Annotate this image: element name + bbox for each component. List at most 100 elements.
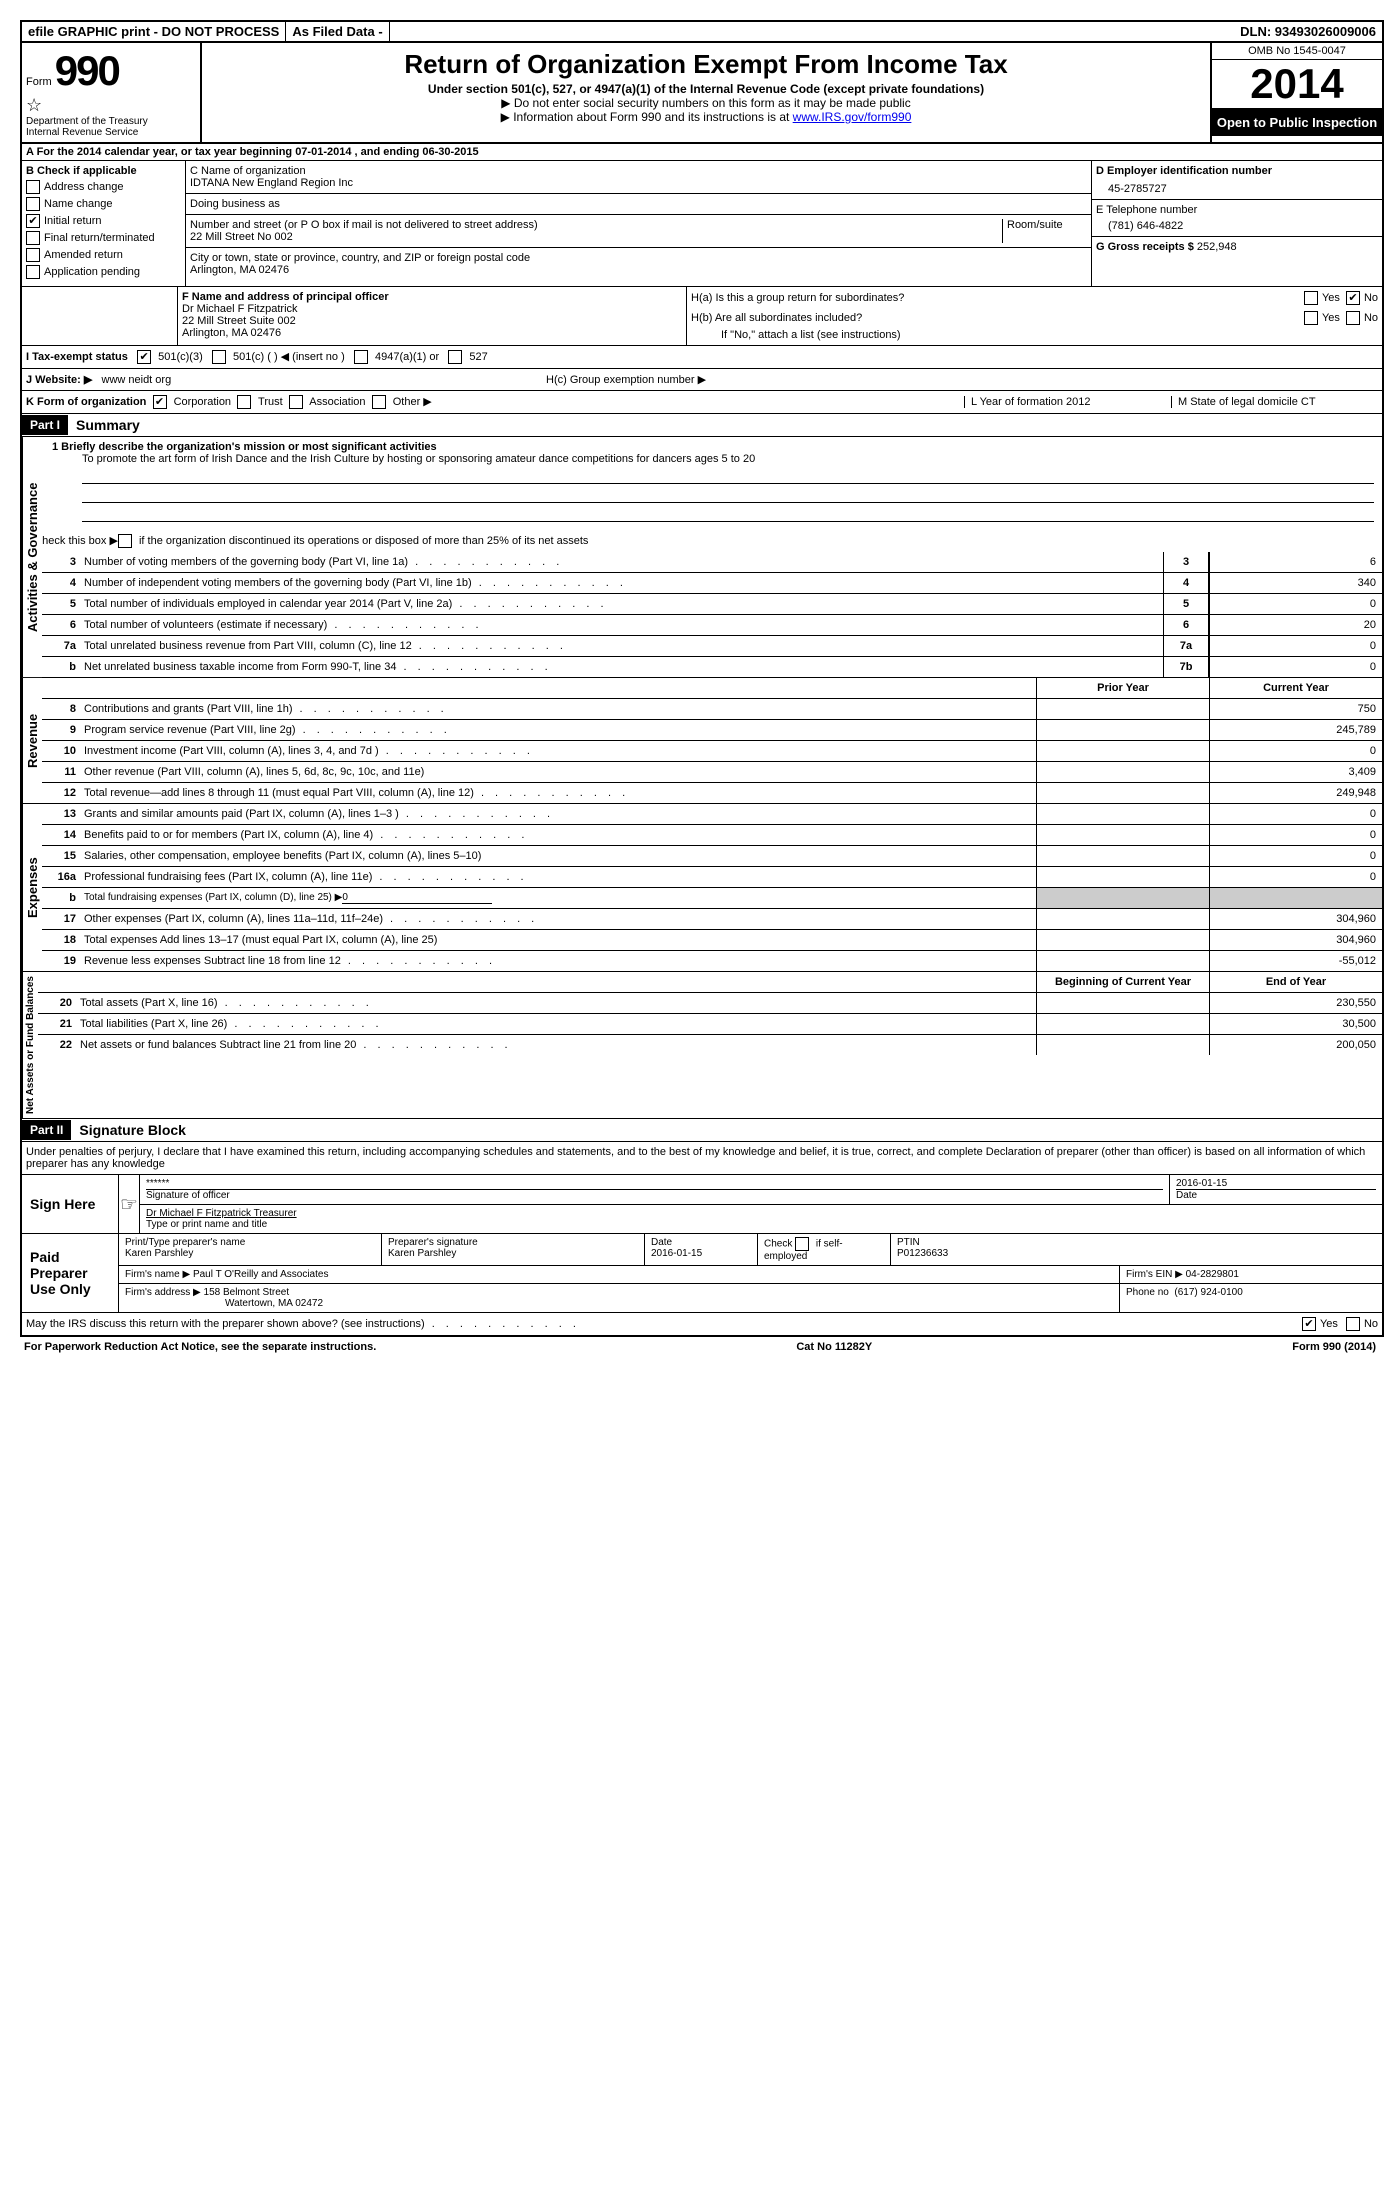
tax-exempt-status-row: I Tax-exempt status ✔ 501(c)(3) 501(c) (…: [22, 346, 1382, 369]
paid-preparer-block: Paid Preparer Use Only Print/Type prepar…: [22, 1234, 1382, 1313]
principal-officer-box: F Name and address of principal officer …: [177, 287, 687, 345]
other-checkbox[interactable]: [372, 395, 386, 409]
hb-note: If "No," attach a list (see instructions…: [691, 329, 1378, 341]
col-b-label: B Check if applicable: [26, 165, 181, 177]
phone-value: (781) 646-4822: [1096, 216, 1378, 232]
checkbox-final-return[interactable]: [26, 231, 40, 245]
firm-phone: (617) 924-0100: [1174, 1287, 1242, 1298]
hb-no-checkbox[interactable]: [1346, 311, 1360, 325]
part-1-badge: Part I: [22, 415, 68, 435]
officer-signature: ******: [146, 1178, 1163, 1189]
line-8-text: Contributions and grants (Part VIII, lin…: [80, 701, 1036, 717]
phone-label: E Telephone number: [1096, 204, 1378, 216]
line-13-value: 0: [1209, 804, 1382, 824]
form-number: 990: [55, 47, 119, 94]
line-7a-value: 0: [1209, 636, 1382, 656]
prep-name: Karen Parshley: [125, 1248, 375, 1259]
line-7a-text: Total unrelated business revenue from Pa…: [80, 638, 1163, 654]
room-suite-label: Room/suite: [1003, 219, 1087, 243]
firm-name: Paul T O'Reilly and Associates: [193, 1269, 329, 1280]
officer-city: Arlington, MA 02476: [182, 327, 682, 339]
discuss-text: May the IRS discuss this return with the…: [26, 1318, 1302, 1330]
assoc-checkbox[interactable]: [289, 395, 303, 409]
line-21-text: Total liabilities (Part X, line 26): [76, 1016, 1036, 1032]
checkbox-amended[interactable]: [26, 248, 40, 262]
gross-receipts-label: G Gross receipts $: [1096, 241, 1194, 253]
column-c-org-name: C Name of organization IDTANA New Englan…: [186, 161, 1092, 286]
begin-year-header: Beginning of Current Year: [1036, 972, 1209, 992]
ptin-value: P01236633: [897, 1248, 1376, 1259]
paperwork-notice: For Paperwork Reduction Act Notice, see …: [24, 1341, 376, 1353]
ha-no-checkbox[interactable]: ✔: [1346, 291, 1360, 305]
line-7b-value: 0: [1209, 657, 1382, 677]
4947-checkbox[interactable]: [354, 350, 368, 364]
hc-label: H(c) Group exemption number ▶: [526, 373, 1378, 386]
officer-street: 22 Mill Street Suite 002: [182, 315, 682, 327]
top-bar: efile GRAPHIC print - DO NOT PROCESS As …: [22, 22, 1382, 43]
line-7b-text: Net unrelated business taxable income fr…: [80, 659, 1163, 675]
sig-date-1: 2016-01-15: [1176, 1178, 1376, 1189]
gross-receipts-value: 252,948: [1197, 241, 1237, 253]
line-19-value: -55,012: [1209, 951, 1382, 971]
part-2-title: Signature Block: [71, 1119, 194, 1141]
line-12-text: Total revenue—add lines 8 through 11 (mu…: [80, 785, 1036, 801]
paid-preparer-label: Paid Preparer Use Only: [22, 1234, 119, 1312]
line-22-text: Net assets or fund balances Subtract lin…: [76, 1037, 1036, 1053]
group-return-box: H(a) Is this a group return for subordin…: [687, 287, 1382, 345]
self-employed-checkbox[interactable]: [795, 1237, 809, 1251]
discontinued-check: 2 Check this box ▶ if the organization d…: [22, 534, 1374, 548]
line-4-text: Number of independent voting members of …: [80, 575, 1163, 591]
checkbox-app-pending[interactable]: [26, 265, 40, 279]
website-value: www neidt org: [102, 374, 172, 386]
header-right: OMB No 1545-0047 2014 Open to Public Ins…: [1210, 43, 1382, 142]
form-header: Form 990 ☆ Department of the Treasury In…: [22, 43, 1382, 144]
form-label: Form: [26, 76, 52, 88]
header-left: Form 990 ☆ Department of the Treasury In…: [22, 43, 202, 142]
line-14-value: 0: [1209, 825, 1382, 845]
efile-notice: efile GRAPHIC print - DO NOT PROCESS: [22, 22, 286, 41]
revenue-section: Revenue Prior Year Current Year 8 Contri…: [22, 678, 1382, 804]
discontinued-checkbox[interactable]: [118, 534, 132, 548]
officer-group-row: F Name and address of principal officer …: [22, 287, 1382, 346]
checkbox-address-change[interactable]: [26, 180, 40, 194]
type-print-label: Type or print name and title: [146, 1219, 1376, 1230]
dept-treasury: Department of the Treasury: [26, 116, 196, 127]
501c-checkbox[interactable]: [212, 350, 226, 364]
527-checkbox[interactable]: [448, 350, 462, 364]
trust-checkbox[interactable]: [237, 395, 251, 409]
line-3-text: Number of voting members of the governin…: [80, 554, 1163, 570]
dln-number: DLN: 93493026009006: [1234, 22, 1382, 41]
website-row: J Website: ▶ www neidt org H(c) Group ex…: [22, 369, 1382, 391]
line-10-text: Investment income (Part VIII, column (A)…: [80, 743, 1036, 759]
line-6-value: 20: [1209, 615, 1382, 635]
ptin-label: PTIN: [897, 1237, 1376, 1248]
checkbox-name-change[interactable]: [26, 197, 40, 211]
discuss-row: May the IRS discuss this return with the…: [22, 1313, 1382, 1335]
line-22-value: 200,050: [1209, 1035, 1382, 1055]
open-public-badge: Open to Public Inspection: [1212, 109, 1382, 136]
as-filed-label: As Filed Data -: [286, 22, 389, 41]
prior-year-header: Prior Year: [1036, 678, 1209, 698]
discuss-no-checkbox[interactable]: [1346, 1317, 1360, 1331]
irs-link[interactable]: www.IRS.gov/form990: [793, 110, 912, 124]
line-9-text: Program service revenue (Part VIII, line…: [80, 722, 1036, 738]
discuss-yes-checkbox[interactable]: ✔: [1302, 1317, 1316, 1331]
sign-here-block: Sign Here ☞ ****** Signature of officer …: [22, 1175, 1382, 1234]
ha-yes-checkbox[interactable]: [1304, 291, 1318, 305]
line-18-text: Total expenses Add lines 13–17 (must equ…: [80, 932, 1036, 948]
expenses-section: Expenses 13 Grants and similar amounts p…: [22, 804, 1382, 972]
net-assets-section: Net Assets or Fund Balances Beginning of…: [22, 972, 1382, 1119]
officer-name-title: Dr Michael F Fitzpatrick Treasurer: [146, 1208, 1376, 1219]
column-d-ein: D Employer identification number 45-2785…: [1092, 161, 1382, 286]
line-16a-text: Professional fundraising fees (Part IX, …: [80, 869, 1036, 885]
year-formation: L Year of formation 2012: [964, 396, 1171, 408]
501c3-checkbox[interactable]: ✔: [137, 350, 151, 364]
line-17-text: Other expenses (Part IX, column (A), lin…: [80, 911, 1036, 927]
part-2-header-row: Part II Signature Block: [22, 1119, 1382, 1142]
perjury-declaration: Under penalties of perjury, I declare th…: [22, 1142, 1382, 1175]
hb-yes-checkbox[interactable]: [1304, 311, 1318, 325]
checkbox-initial-return[interactable]: ✔: [26, 214, 40, 228]
corp-checkbox[interactable]: ✔: [153, 395, 167, 409]
line-15-value: 0: [1209, 846, 1382, 866]
signature-section: Under penalties of perjury, I declare th…: [22, 1142, 1382, 1335]
